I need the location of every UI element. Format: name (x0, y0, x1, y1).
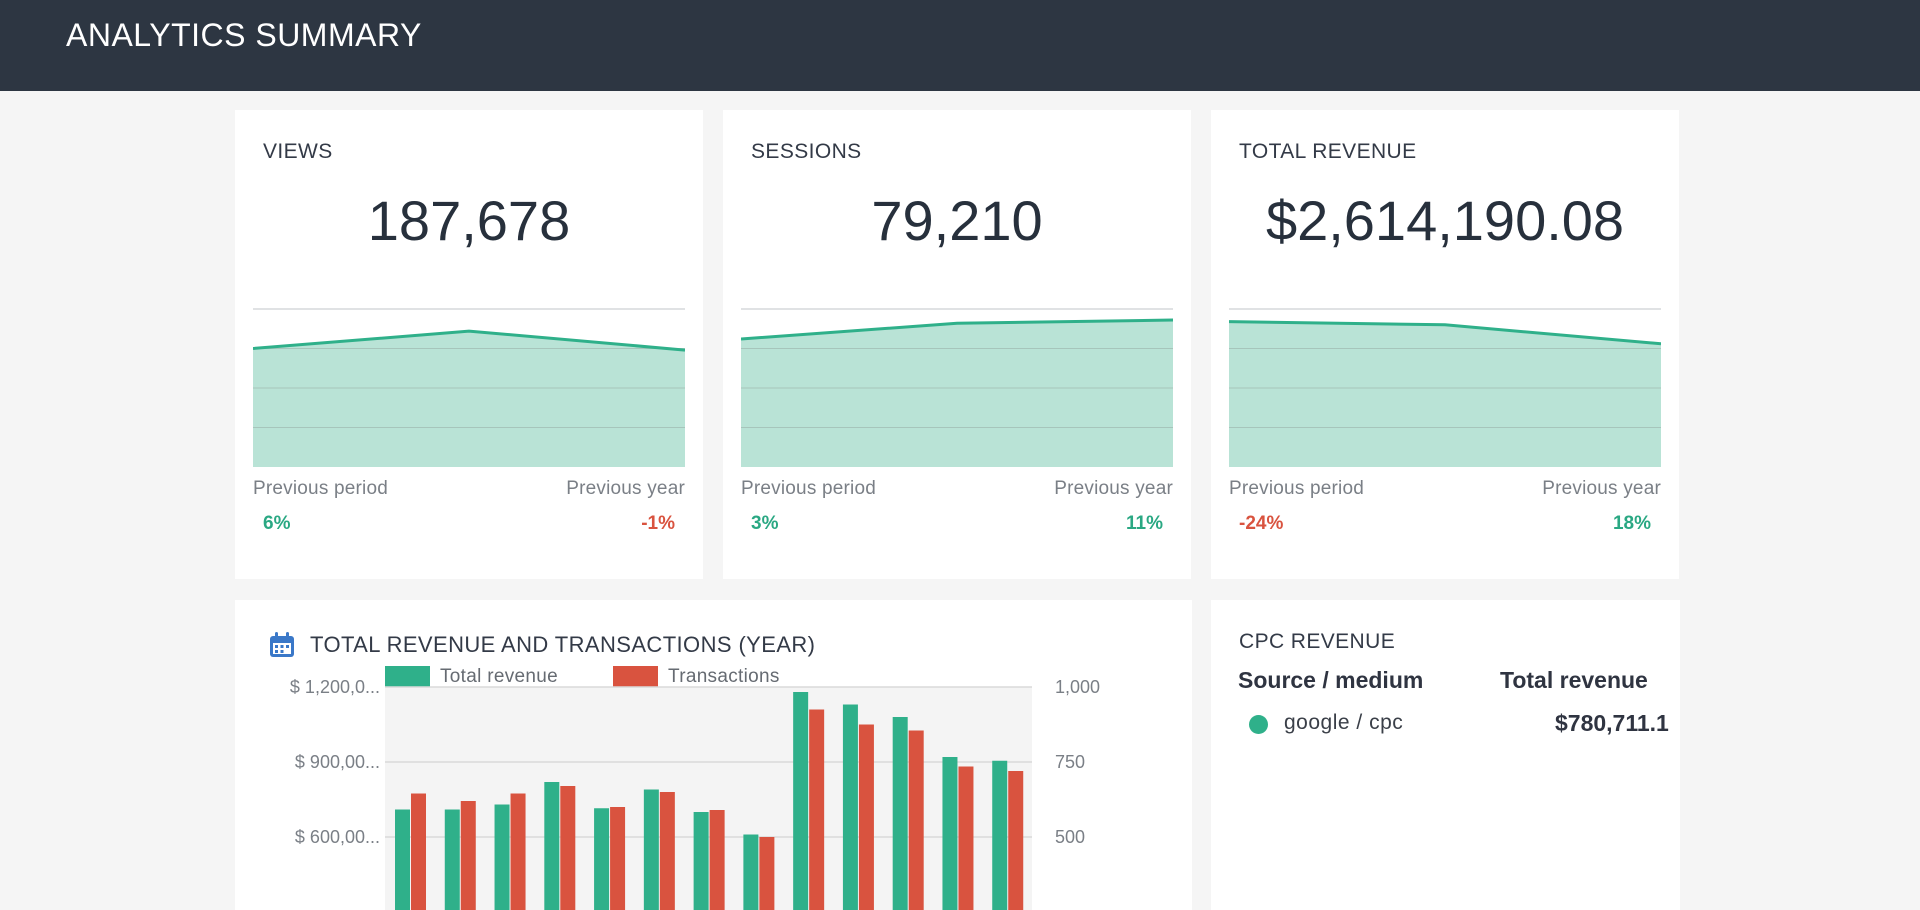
metric-value: $2,614,190.08 (1211, 188, 1679, 253)
metric-value: 187,678 (235, 188, 703, 253)
metric-label: VIEWS (263, 140, 333, 164)
previous-year-change: -1% (641, 513, 675, 535)
left-axis-tick-label: $ 1,200,0... (290, 677, 380, 697)
previous-year-change: 11% (1126, 513, 1163, 535)
sparkline-area (1229, 322, 1661, 467)
bar-total-revenue (694, 812, 709, 910)
previous-period-label: Previous period (253, 478, 388, 500)
previous-year-label: Previous year (1054, 478, 1173, 500)
bar-transactions (859, 725, 874, 910)
bar-transactions (411, 794, 426, 910)
right-axis-tick-label: 750 (1055, 752, 1085, 772)
bar-total-revenue (445, 810, 460, 910)
total-revenue-card: TOTAL REVENUE $2,614,190.08 Previous per… (1211, 110, 1679, 579)
views-card: VIEWS 187,678 Previous period Previous y… (235, 110, 703, 579)
metric-label: TOTAL REVENUE (1239, 140, 1417, 164)
bar-total-revenue (544, 782, 559, 910)
bar-transactions (610, 807, 625, 910)
bar-transactions (958, 767, 973, 910)
previous-year-label: Previous year (566, 478, 685, 500)
top-bar: ANALYTICS SUMMARY (0, 0, 1920, 91)
bar-total-revenue (644, 790, 659, 910)
sparkline-chart (1229, 297, 1661, 467)
previous-year-label: Previous year (1542, 478, 1661, 500)
bar-transactions (660, 792, 675, 910)
bar-transactions (511, 794, 526, 910)
bar-transactions (560, 786, 575, 910)
table-row-source[interactable]: google / cpc (1284, 711, 1403, 735)
bar-total-revenue (942, 757, 957, 910)
bar-total-revenue (893, 717, 908, 910)
cpc-revenue-card: CPC REVENUE Source / medium Total revenu… (1211, 600, 1680, 910)
cpc-title: CPC REVENUE (1239, 630, 1395, 654)
sparkline-chart (253, 297, 685, 467)
previous-period-change: 6% (263, 513, 290, 535)
bar-transactions (909, 731, 924, 910)
column-header-revenue[interactable]: Total revenue (1500, 667, 1648, 694)
previous-period-change: -24% (1239, 513, 1283, 535)
sparkline-area (253, 331, 685, 467)
bar-transactions (809, 710, 824, 910)
bar-transactions (759, 837, 774, 910)
source-dot (1249, 715, 1268, 734)
bar-total-revenue (395, 810, 410, 910)
metric-label: SESSIONS (751, 140, 862, 164)
page-title: ANALYTICS SUMMARY (66, 17, 422, 54)
table-row-revenue: $780,711.1 (1555, 710, 1669, 737)
left-axis-tick-label: $ 900,00... (295, 752, 380, 772)
previous-period-label: Previous period (1229, 478, 1364, 500)
bar-total-revenue (843, 705, 858, 910)
sparkline-chart (741, 297, 1173, 467)
bar-total-revenue (992, 761, 1007, 910)
right-axis-tick-label: 1,000 (1055, 677, 1100, 697)
left-axis-tick-label: $ 600,00... (295, 827, 380, 847)
previous-period-label: Previous period (741, 478, 876, 500)
column-header-source[interactable]: Source / medium (1238, 667, 1423, 694)
bar-total-revenue (743, 835, 758, 910)
bar-total-revenue (793, 692, 808, 910)
bar-transactions (461, 801, 476, 910)
bar-chart: $ 1,200,0... $ 900,00... $ 600,00... 1,000 7… (235, 600, 1192, 910)
sparkline-area (741, 320, 1173, 467)
bar-total-revenue (594, 808, 609, 910)
right-axis-tick-label: 500 (1055, 827, 1085, 847)
bar-total-revenue (495, 805, 510, 910)
revenue-transactions-card: TOTAL REVENUE AND TRANSACTIONS (YEAR) To… (235, 600, 1192, 910)
bar-transactions (1008, 771, 1023, 910)
previous-period-change: 3% (751, 513, 778, 535)
previous-year-change: 18% (1613, 513, 1651, 535)
bar-transactions (710, 810, 725, 910)
sessions-card: SESSIONS 79,210 Previous period Previous… (723, 110, 1191, 579)
metric-value: 79,210 (723, 188, 1191, 253)
